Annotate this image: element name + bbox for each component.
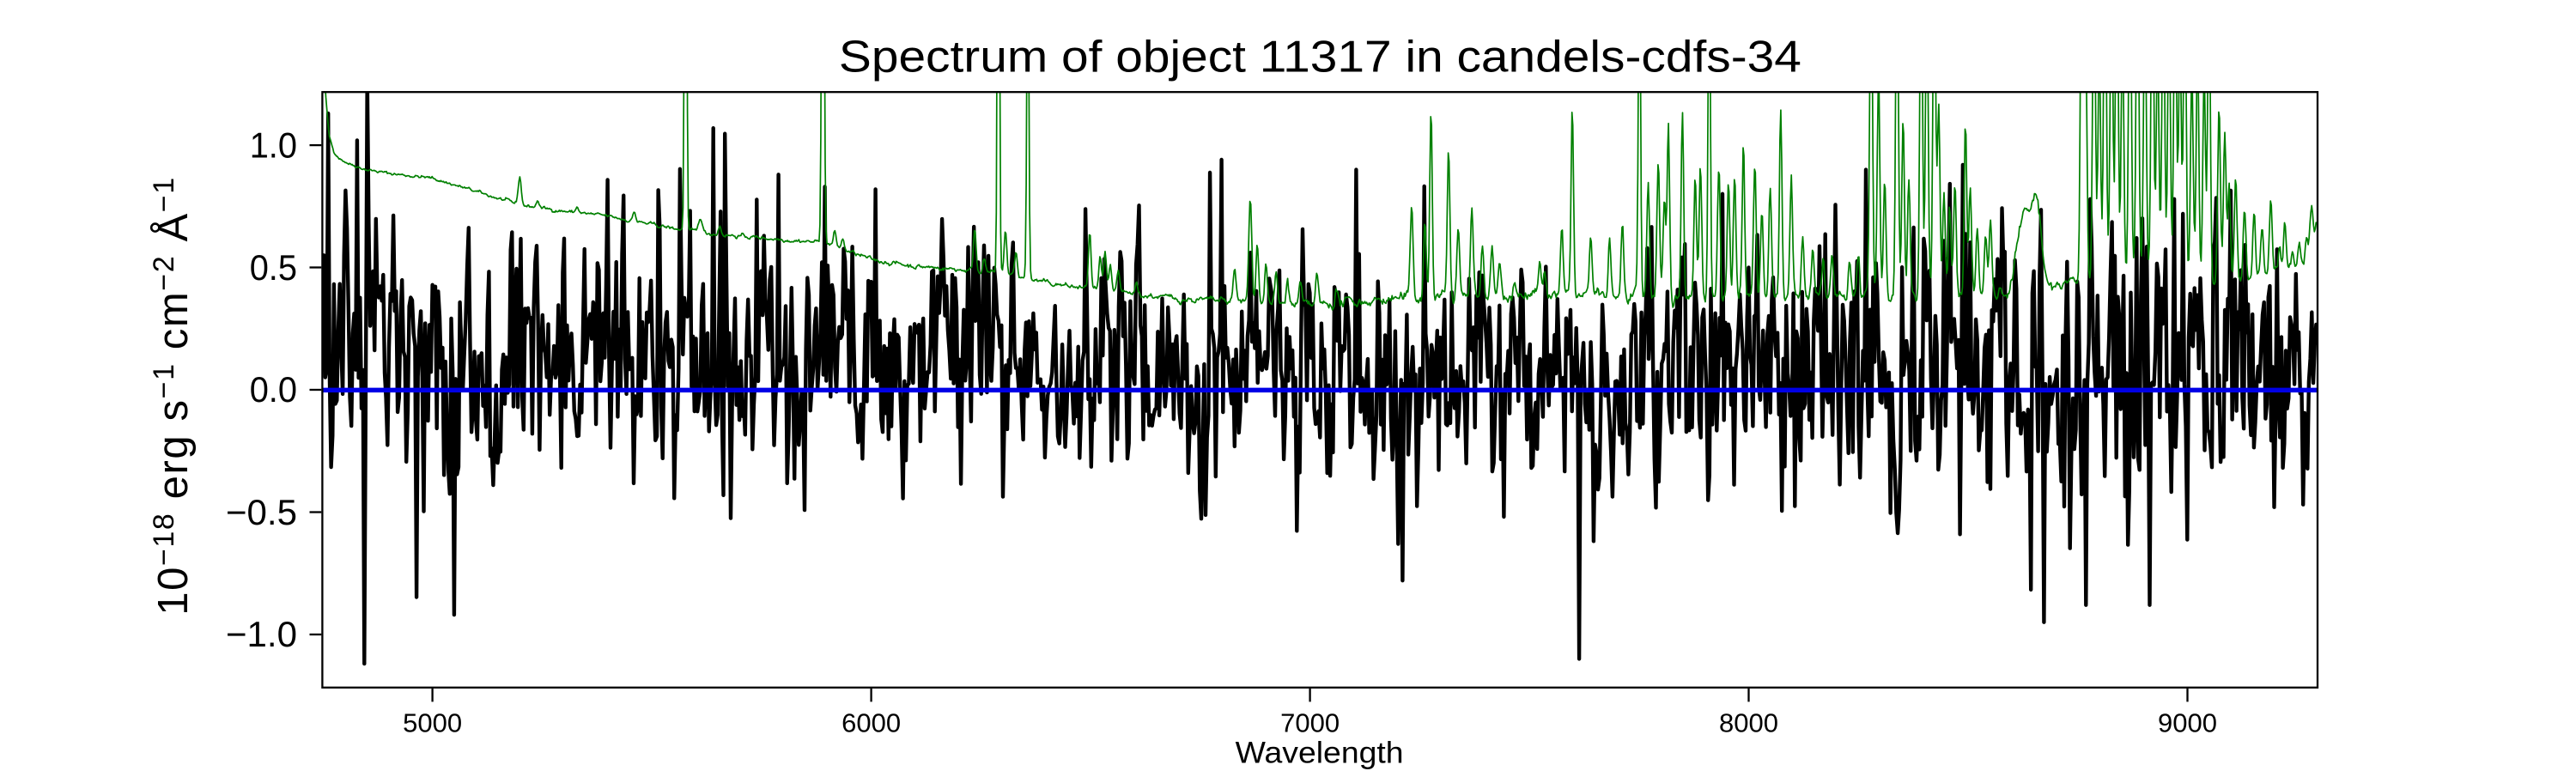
svg-text:7000: 7000 — [1280, 707, 1340, 738]
svg-text:9000: 9000 — [2158, 707, 2217, 738]
svg-text:−0.5: −0.5 — [226, 492, 297, 532]
svg-text:1.0: 1.0 — [250, 124, 297, 165]
svg-text:Spectrum of object 11317 in ca: Spectrum of object 11317 in candels-cdfs… — [839, 33, 1801, 82]
svg-text:8000: 8000 — [1719, 707, 1778, 738]
svg-text:0.5: 0.5 — [250, 247, 297, 288]
svg-text:5000: 5000 — [403, 707, 462, 738]
svg-text:Wavelength: Wavelength — [1236, 736, 1404, 769]
svg-text:0.0: 0.0 — [250, 369, 297, 410]
svg-text:−1.0: −1.0 — [226, 614, 297, 654]
svg-text:6000: 6000 — [841, 707, 901, 738]
